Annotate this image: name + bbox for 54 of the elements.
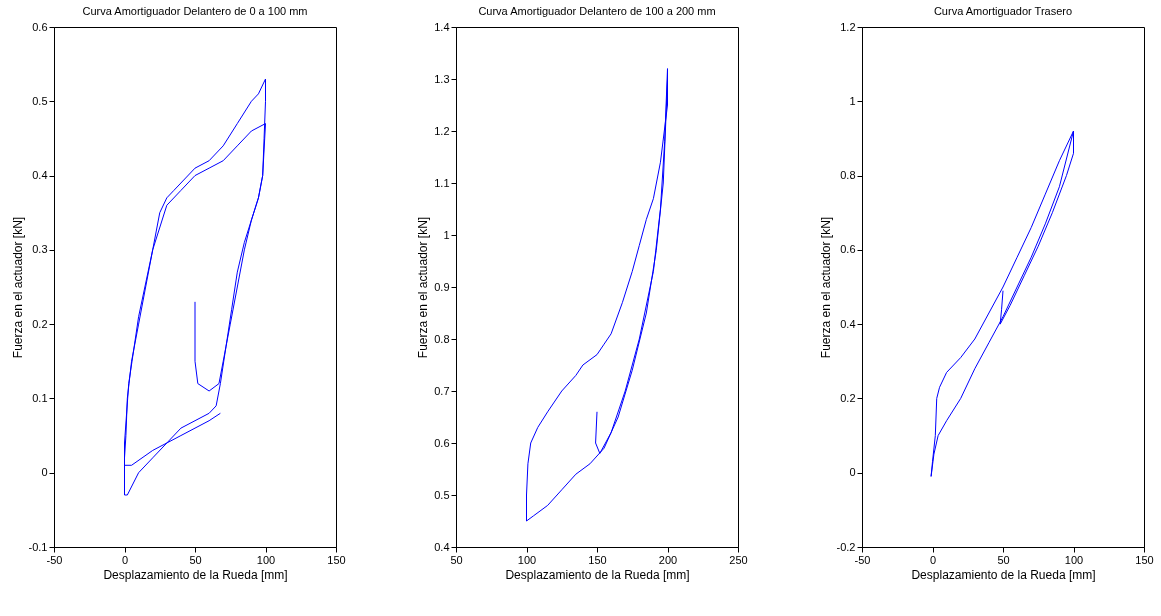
y-tick-label: 0.4: [840, 317, 856, 330]
y-tick-label: 0.9: [434, 280, 450, 293]
y-axis-title: Fuerza en el actuador [kN]: [10, 216, 25, 359]
line-series: [124, 78, 266, 496]
y-tick-label: 1.3: [434, 72, 450, 85]
x-tick-label: 150: [588, 553, 607, 566]
chart-title: Curva Amortiguador Delantero de 100 a 200 mm: [478, 5, 716, 17]
line-series: [930, 130, 1074, 477]
y-tick-label: 0.6: [434, 436, 450, 449]
x-tick-label: 150: [1135, 553, 1154, 566]
y-tick-label: 0: [849, 466, 856, 479]
x-tick-label: 100: [517, 553, 537, 566]
y-tick-label: 1: [443, 228, 450, 241]
x-tick-label: 0: [121, 553, 129, 566]
x-axis-title: Desplazamiento de la Rueda [mm]: [505, 567, 690, 582]
line-series: [526, 68, 668, 522]
x-tick-label: -50: [46, 553, 63, 566]
x-tick-label: 100: [256, 553, 276, 566]
y-tick-label: 0.8: [840, 169, 856, 182]
y-tick-label: 1.2: [434, 124, 450, 137]
y-tick-label: 0.2: [32, 317, 48, 330]
x-tick-label: 50: [450, 553, 463, 566]
y-tick-label: -0.2: [836, 540, 856, 553]
chart-title: Curva Amortiguador Trasero: [933, 5, 1073, 17]
y-tick-label: 0.1: [32, 391, 48, 404]
y-tick-label: 0.4: [434, 540, 450, 553]
x-tick-label: 100: [1064, 553, 1084, 566]
y-tick-label: 0.4: [32, 169, 48, 182]
x-tick-label: 50: [189, 553, 202, 566]
y-axis-title: Fuerza en el actuador [kN]: [818, 216, 833, 359]
y-tick-label: 1.1: [434, 176, 450, 189]
x-tick-label: 250: [729, 553, 748, 566]
y-tick-label: 0.7: [434, 384, 450, 397]
y-tick-label: 0.2: [840, 391, 856, 404]
x-tick-label: -50: [854, 553, 871, 566]
chart-title: Curva Amortiguador Delantero de 0 a 100 mm: [82, 5, 308, 17]
y-tick-label: 0.5: [434, 488, 450, 501]
y-tick-label: 1.2: [840, 20, 856, 33]
y-tick-label: 0.5: [32, 94, 48, 107]
x-axis-title: Desplazamiento de la Rueda [mm]: [103, 567, 288, 582]
y-tick-label: 1: [849, 94, 856, 107]
x-tick-label: 0: [929, 553, 937, 566]
y-tick-label: 0.6: [32, 20, 48, 33]
y-tick-label: 0.3: [32, 243, 48, 256]
x-axis-title: Desplazamiento de la Rueda [mm]: [911, 567, 1096, 582]
x-tick-label: 150: [327, 553, 346, 566]
y-axis-title: Fuerza en el actuador [kN]: [416, 216, 431, 359]
y-tick-label: 1.4: [434, 20, 450, 33]
x-tick-label: 200: [658, 553, 678, 566]
y-tick-label: 0.8: [434, 332, 450, 345]
y-tick-label: 0.6: [840, 243, 856, 256]
x-tick-label: 50: [997, 553, 1010, 566]
y-tick-label: 0: [41, 466, 48, 479]
y-tick-label: -0.1: [28, 540, 48, 553]
